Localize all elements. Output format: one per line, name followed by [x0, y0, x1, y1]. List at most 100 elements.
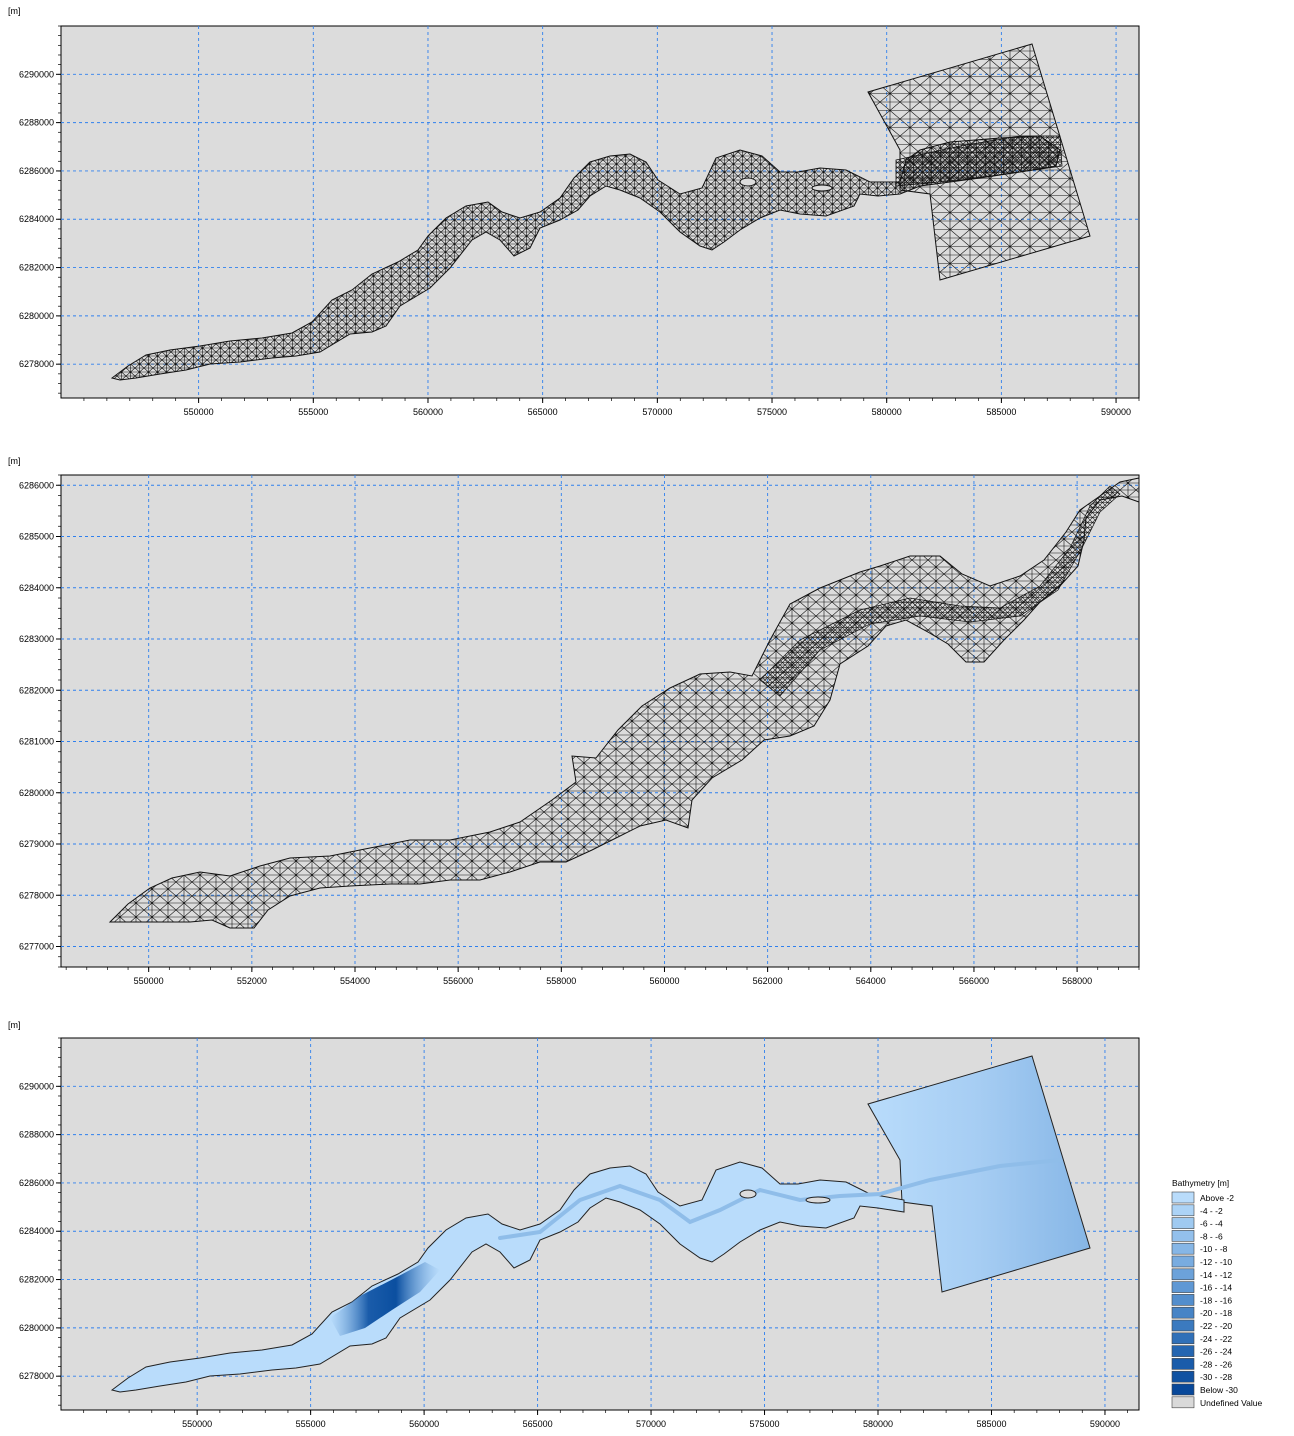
legend-swatch: [1171, 1204, 1195, 1217]
axis-ticks: 550000 555000 560000 565000 570000 575000 5800…: [19, 25, 1140, 417]
legend-label: -8 - -6: [1200, 1231, 1223, 1241]
y-tick-label: 6290000: [19, 1081, 54, 1091]
x-tick-label: 566000: [959, 976, 989, 986]
y-tick-label: 6284000: [19, 1226, 54, 1236]
y-tick-label: 6282000: [19, 263, 54, 273]
x-tick-label: 556000: [443, 976, 473, 986]
x-tick-label: 575000: [750, 1419, 780, 1429]
y-tick-label: 6279000: [19, 839, 54, 849]
legend-label: -20 - -18: [1200, 1308, 1232, 1318]
axis-ticks: 550000 552000 554000 556000 558000 560000 5620…: [19, 474, 1140, 986]
legend-swatch: [1171, 1242, 1195, 1255]
x-tick-label: 564000: [856, 976, 886, 986]
legend-swatch: [1171, 1281, 1195, 1293]
y-tick-label: 6278000: [19, 359, 54, 369]
legend-swatch: [1171, 1255, 1195, 1268]
y-tick-label: 6280000: [19, 788, 54, 798]
legend-label: -16 - -14: [1200, 1283, 1232, 1293]
x-tick-label: 550000: [182, 1419, 212, 1429]
x-tick-label: 560000: [649, 976, 679, 986]
y-tick-label: 6278000: [19, 1371, 54, 1381]
y-tick-label: 6284000: [19, 214, 54, 224]
y-tick-label: 6282000: [19, 685, 54, 695]
y-tick-label: 6290000: [19, 69, 54, 79]
legend-label: -22 - -20: [1200, 1321, 1232, 1331]
y-tick-label: 6280000: [19, 311, 54, 321]
island: [739, 177, 757, 187]
island: [805, 1196, 831, 1204]
y-tick-label: 6281000: [19, 737, 54, 747]
x-tick-label: 570000: [642, 407, 672, 417]
y-tick-label: 6285000: [19, 532, 54, 542]
x-tick-label: 590000: [1090, 1419, 1120, 1429]
legend-swatch: [1171, 1332, 1195, 1345]
x-tick-label: 562000: [753, 976, 783, 986]
x-tick-label: 570000: [636, 1419, 666, 1429]
legend-label: -6 - -4: [1200, 1219, 1223, 1229]
legend-label: -30 - -28: [1200, 1372, 1232, 1382]
legend-swatch: [1171, 1358, 1195, 1370]
x-tick-label: 552000: [237, 976, 267, 986]
x-tick-label: 580000: [872, 407, 902, 417]
legend-label: -24 - -22: [1200, 1334, 1232, 1344]
legend-label: -4 - -2: [1200, 1206, 1223, 1216]
x-tick-label: 550000: [184, 407, 214, 417]
legend-label: -26 - -24: [1200, 1347, 1232, 1357]
unit-label: [m]: [8, 1020, 21, 1030]
bathymetry-domain: [110, 1055, 1091, 1393]
legend-swatch: [1171, 1230, 1195, 1242]
y-tick-label: 6288000: [19, 1130, 54, 1140]
y-tick-label: 6288000: [19, 118, 54, 128]
x-tick-label: 555000: [296, 1419, 326, 1429]
x-tick-label: 585000: [976, 1419, 1006, 1429]
unit-label: [m]: [8, 6, 21, 16]
legend-swatch: [1171, 1370, 1195, 1383]
legend-label: -14 - -12: [1200, 1270, 1232, 1280]
x-tick-label: 555000: [298, 407, 328, 417]
legend-label: Undefined Value: [1200, 1398, 1262, 1408]
x-tick-label: 575000: [757, 407, 787, 417]
island: [811, 184, 833, 192]
x-tick-label: 565000: [523, 1419, 553, 1429]
y-tick-label: 6277000: [19, 942, 54, 952]
legend-swatch: [1171, 1306, 1195, 1319]
x-tick-label: 565000: [528, 407, 558, 417]
legend-swatch: [1171, 1294, 1195, 1306]
x-tick-label: 580000: [863, 1419, 893, 1429]
deep-basin: [330, 1262, 440, 1336]
mesh-domain: [110, 43, 1091, 381]
outer-sea-bathymetry: [867, 1055, 1091, 1293]
x-tick-label: 560000: [413, 407, 443, 417]
legend-label: -12 - -10: [1200, 1257, 1232, 1267]
legend-swatch: [1171, 1268, 1195, 1281]
legend-title: Bathymetry [m]: [1172, 1178, 1229, 1188]
navigation-channel: [498, 1158, 1062, 1240]
x-tick-label: 558000: [546, 976, 576, 986]
channel-refined-mesh-zoom: [759, 485, 1121, 697]
legend-swatch: [1171, 1319, 1195, 1332]
bathymetry-panel: [m] 550000 555000 560000 565000 570000 575000…: [8, 1020, 1140, 1429]
mesh-full-panel: [m] 550000 555000 560000 565000 570000 575000…: [8, 6, 1140, 417]
axis-ticks: 550000 555000 560000 565000 570000 575000 5800…: [19, 1037, 1129, 1429]
legend-label: -28 - -26: [1200, 1359, 1232, 1369]
x-tick-label: 554000: [340, 976, 370, 986]
y-tick-label: 6282000: [19, 1275, 54, 1285]
y-tick-label: 6278000: [19, 890, 54, 900]
estuary-bathymetry: [110, 1161, 905, 1393]
y-tick-label: 6280000: [19, 1323, 54, 1333]
bathymetry-legend: Bathymetry [m] Above -2 -4 - -2 -6 - -4 -8 …: [1171, 1178, 1262, 1409]
x-tick-label: 568000: [1062, 976, 1092, 986]
legend-swatch: [1171, 1383, 1195, 1396]
y-tick-label: 6283000: [19, 634, 54, 644]
mesh-domain: [108, 477, 1140, 929]
legend-swatch: [1171, 1217, 1195, 1229]
y-tick-label: 6286000: [19, 480, 54, 490]
unit-label: [m]: [8, 456, 21, 466]
y-tick-label: 6284000: [19, 583, 54, 593]
mesh-zoom-panel: [m] 550000 552000 554000 556000 558000 560000…: [8, 456, 1140, 986]
legend-swatch: [1171, 1345, 1195, 1357]
y-tick-label: 6286000: [19, 1178, 54, 1188]
x-tick-label: 590000: [1101, 407, 1131, 417]
y-tick-label: 6286000: [19, 166, 54, 176]
